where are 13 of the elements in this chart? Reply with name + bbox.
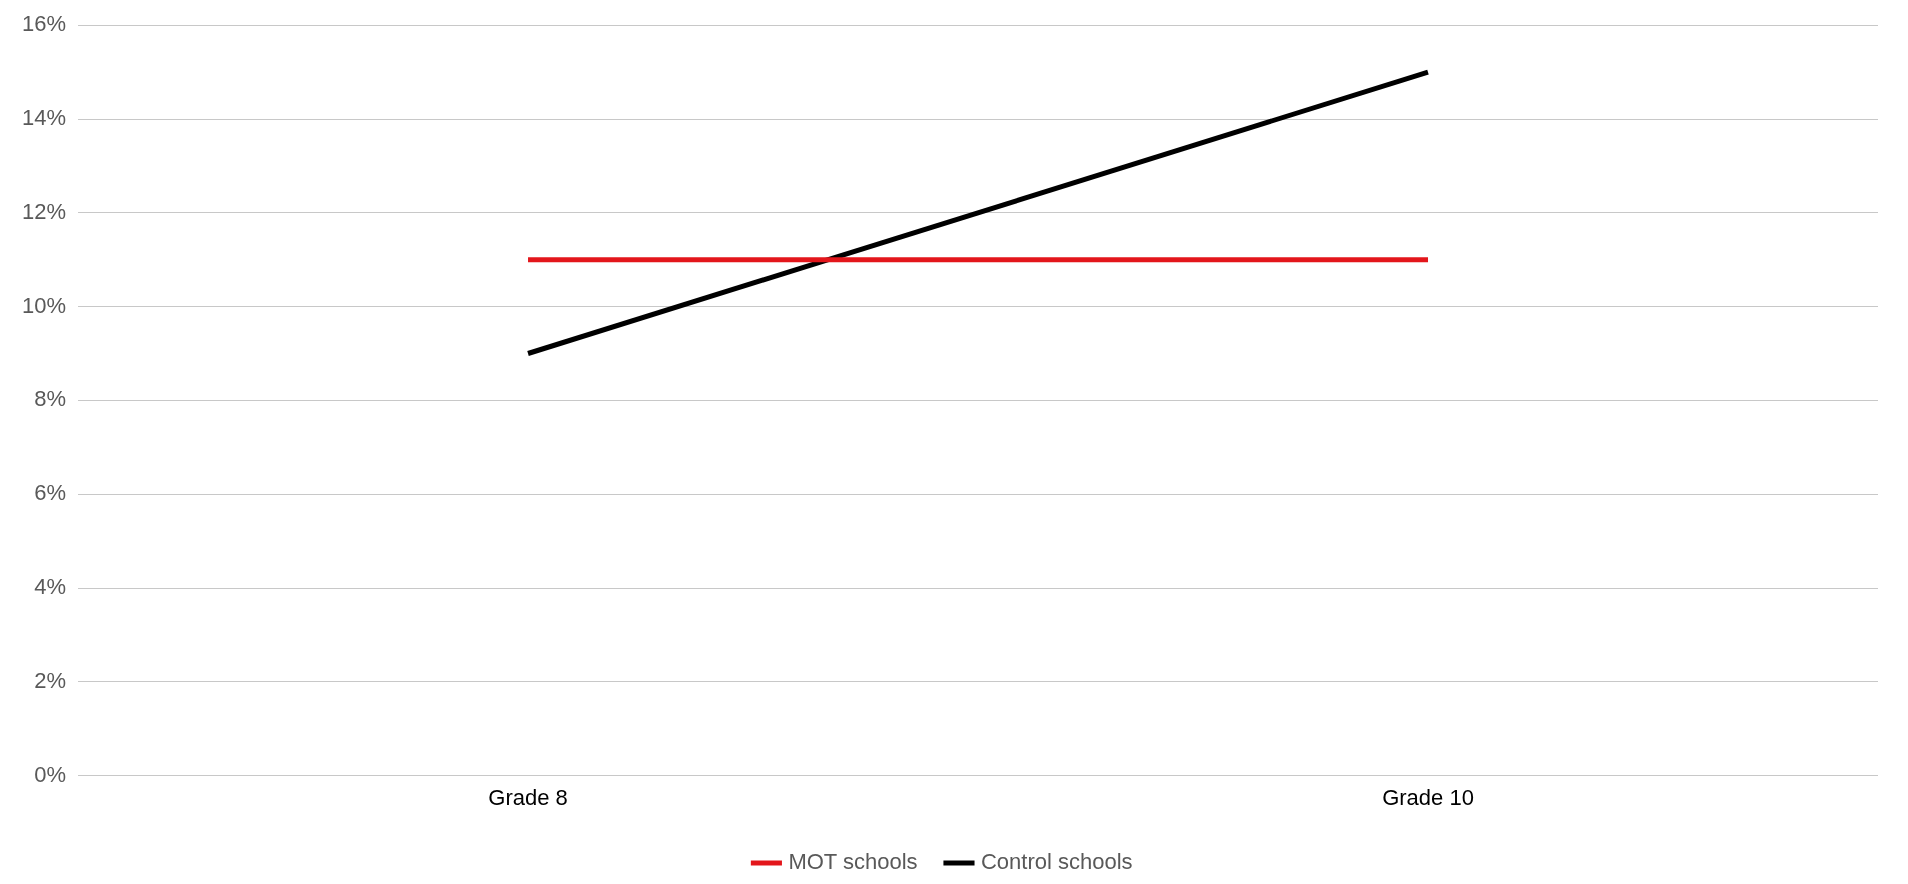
y-tick-label: 0% <box>34 761 67 787</box>
y-tick-label: 12% <box>21 198 67 224</box>
y-tick-label: 2% <box>34 667 67 693</box>
legend-label: Control schools <box>980 849 1133 875</box>
y-tick-label: 6% <box>34 480 67 506</box>
y-tick-label: 16% <box>21 11 67 37</box>
x-tick-label: Grade 8 <box>488 784 568 810</box>
y-tick-label: 14% <box>21 105 67 131</box>
y-tick-label: 4% <box>34 574 67 600</box>
x-tick-label: Grade 10 <box>1382 784 1474 810</box>
legend-label: MOT schools <box>788 849 918 875</box>
y-tick-label: 10% <box>21 292 67 318</box>
y-tick-label: 8% <box>34 386 67 412</box>
